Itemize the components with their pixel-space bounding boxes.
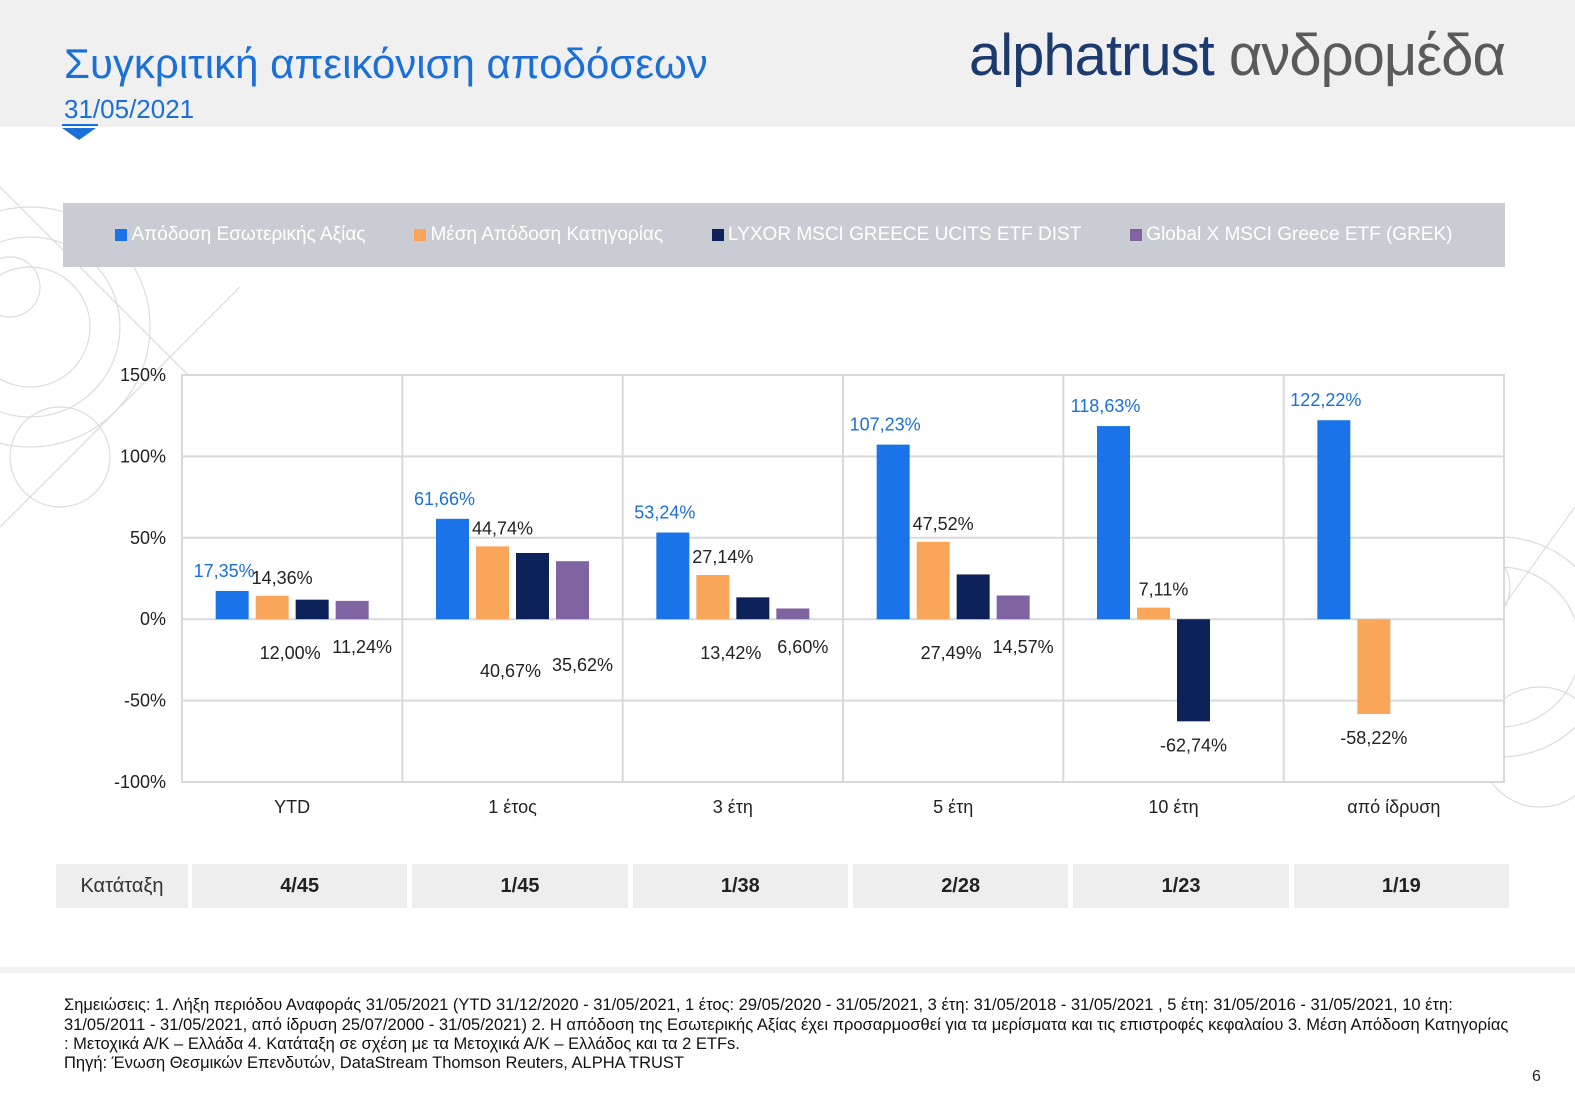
page-title: Συγκριτική απεικόνιση αποδόσεων (64, 40, 708, 87)
bar-2-2 (736, 597, 770, 620)
bar-0-4 (1097, 426, 1130, 620)
footer-divider (0, 967, 1575, 973)
bar-2-3 (956, 574, 990, 620)
legend-item-globalx-etf: Global X MSCI Greece ETF (GREK) (1130, 224, 1452, 246)
y-tick-label: -50% (124, 691, 166, 711)
legend-swatch (414, 229, 427, 241)
data-label: 17,35% (194, 561, 255, 581)
bar-0-0 (215, 590, 249, 620)
page-number: 6 (1532, 1068, 1541, 1085)
bar-3-2 (776, 608, 810, 620)
chart-legend: Απόδοση Εσωτερικής Αξίας Μέση Απόδοση Κα… (63, 203, 1505, 267)
bar-3-3 (996, 595, 1030, 620)
y-tick-label: 100% (120, 446, 166, 466)
brand-logo-part2: ανδρομέδα (1213, 23, 1506, 88)
x-tick-label: 1 έτος (488, 797, 537, 817)
legend-swatch (1130, 229, 1143, 241)
legend-label: Global X MSCI Greece ETF (GREK) (1146, 224, 1453, 245)
legend-item-nav-return: Απόδοση Εσωτερικής Αξίας (115, 224, 366, 246)
bar-0-5 (1317, 420, 1351, 620)
brand-logo: alphatrust ανδρομέδα (969, 22, 1506, 89)
data-label: -58,22% (1340, 728, 1407, 748)
notes-text: Σημειώσεις: 1. Λήξη περιόδου Αναφοράς 31… (64, 996, 1509, 1053)
ranking-label: Κατάταξη (56, 864, 188, 908)
legend-swatch (712, 229, 725, 241)
bar-2-0 (295, 599, 329, 620)
ranking-value: 1/23 (1073, 864, 1289, 908)
data-label: 13,42% (700, 643, 761, 663)
arrow-down-icon (62, 128, 96, 140)
bar-3-1 (556, 561, 589, 620)
bar-1-1 (476, 546, 509, 620)
data-label: 14,57% (993, 637, 1054, 657)
y-tick-label: -100% (114, 772, 166, 792)
x-tick-label: 5 έτη (933, 797, 973, 817)
data-label: 11,24% (332, 637, 392, 657)
data-label: 40,67% (480, 661, 541, 681)
ranking-value: 1/38 (632, 864, 848, 908)
bar-0-1 (436, 518, 469, 620)
ranking-value: 4/45 (192, 864, 408, 908)
legend-item-lyxor-etf: LYXOR MSCI GREECE UCITS ETF DIST (712, 224, 1081, 246)
data-label: 14,36% (252, 568, 313, 588)
data-label: 44,74% (472, 518, 533, 538)
bar-0-3 (876, 444, 910, 620)
bar-1-4 (1137, 607, 1170, 620)
data-label: 27,14% (692, 547, 753, 567)
bar-1-3 (916, 541, 950, 620)
data-label: 61,66% (414, 489, 475, 509)
x-tick-label: 3 έτη (713, 797, 753, 817)
x-tick-label: YTD (274, 797, 310, 817)
x-tick-label: 10 έτη (1148, 797, 1198, 817)
data-label: 107,23% (850, 415, 921, 435)
data-label: 12,00% (260, 643, 321, 663)
data-label: 35,62% (552, 655, 613, 675)
date-underline (62, 124, 98, 126)
bar-1-2 (696, 575, 730, 620)
bar-1-0 (255, 595, 289, 620)
data-label: 53,24% (634, 503, 695, 523)
bar-3-0 (335, 600, 369, 620)
brand-logo-part1: alphatrust (969, 23, 1215, 88)
legend-label: Μέση Απόδοση Κατηγορίας (430, 224, 664, 245)
data-label: 47,52% (913, 514, 974, 534)
ranking-value: 1/19 (1293, 864, 1509, 908)
x-tick-label: από ίδρυση (1347, 797, 1440, 817)
header-band (0, 0, 1575, 127)
bar-0-2 (656, 532, 690, 620)
source-text: Πηγή: Ένωση Θεσμικών Επενδυτών, DataStre… (64, 1054, 684, 1072)
ranking-value: 2/28 (853, 864, 1069, 908)
bar-2-1 (516, 552, 549, 620)
y-tick-label: 50% (130, 528, 166, 548)
data-label: 7,11% (1139, 580, 1189, 600)
ranking-row: Κατάταξη 4/45 1/45 1/38 2/28 1/23 1/19 (56, 864, 1510, 908)
legend-item-category-average: Μέση Απόδοση Κατηγορίας (414, 224, 663, 246)
data-label: 122,22% (1290, 390, 1361, 410)
data-label: 118,63% (1071, 396, 1141, 416)
bar-2-4 (1177, 619, 1210, 722)
data-label: 27,49% (921, 643, 982, 663)
report-date: 31/05/2021 (64, 94, 195, 124)
legend-swatch (115, 229, 128, 241)
legend-label: Απόδοση Εσωτερικής Αξίας (131, 224, 366, 245)
legend-label: LYXOR MSCI GREECE UCITS ETF DIST (728, 224, 1082, 245)
y-tick-label: 150% (120, 365, 166, 385)
ranking-value: 1/45 (412, 864, 628, 908)
data-label: -62,74% (1160, 735, 1227, 755)
y-tick-label: 0% (140, 609, 166, 629)
data-label: 6,60% (777, 637, 828, 657)
bar-1-5 (1357, 619, 1391, 714)
